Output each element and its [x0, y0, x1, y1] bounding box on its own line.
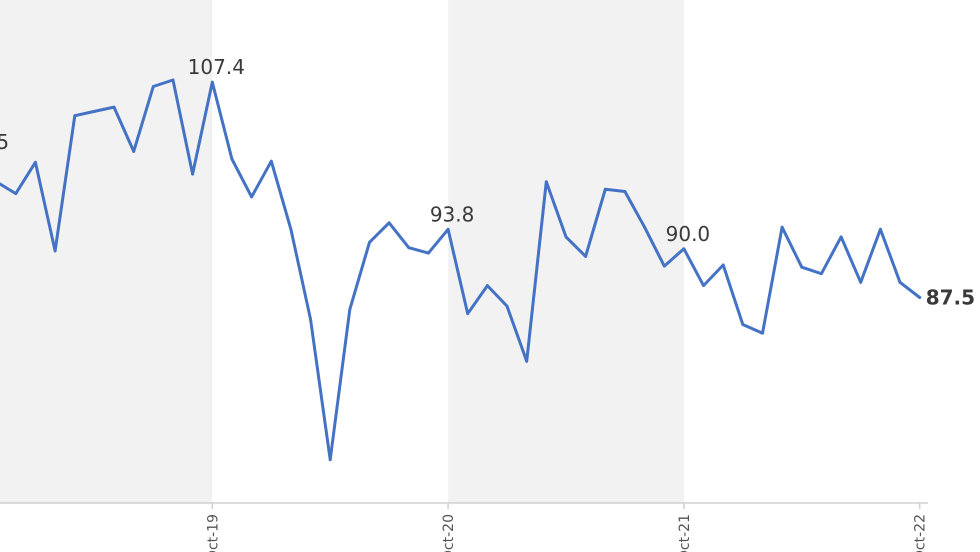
x-tick-label: Oct-20: [441, 514, 457, 552]
data-point: [466, 312, 470, 316]
data-point: [584, 254, 588, 258]
data-point: [820, 272, 823, 276]
data-point: [859, 280, 863, 284]
data-point: [662, 264, 666, 268]
data-point: [761, 331, 764, 335]
data-label: 87.5: [926, 285, 975, 309]
x-tick-label: Oct-19: [205, 514, 221, 552]
data-point: [918, 296, 922, 299]
data-label: 93.8: [430, 202, 475, 226]
data-point: [368, 240, 371, 244]
data-point: [898, 280, 902, 284]
shaded-period: [448, 0, 684, 503]
data-point: [289, 227, 293, 231]
data-point: [800, 265, 804, 269]
data-point: [839, 235, 843, 239]
x-tick-label: Oct-21: [677, 514, 693, 552]
data-point: [682, 247, 686, 251]
data-point: [269, 159, 273, 163]
data-point: [643, 225, 646, 229]
data-point: [387, 221, 391, 225]
data-point: [93, 110, 96, 113]
data-point: [34, 160, 37, 164]
data-point: [191, 172, 195, 176]
data-point: [427, 251, 430, 255]
data-label: 100.5: [0, 130, 9, 154]
data-point: [486, 284, 489, 287]
data-point: [250, 195, 254, 199]
data-point: [564, 235, 568, 239]
data-point: [603, 187, 607, 191]
data-point: [132, 150, 136, 153]
data-point: [53, 249, 57, 253]
data-point: [505, 304, 509, 308]
data-point: [151, 85, 155, 88]
data-point: [780, 225, 784, 229]
data-point: [525, 359, 529, 363]
data-point: [14, 192, 18, 196]
data-point: [171, 78, 175, 82]
data-point: [348, 307, 352, 311]
data-point: [407, 246, 411, 250]
data-label: 107.4: [188, 55, 245, 79]
data-point: [879, 227, 882, 231]
shaded-period: [0, 0, 213, 503]
data-point: [328, 458, 332, 462]
x-tick-label: Oct-22: [913, 514, 929, 552]
data-point: [446, 227, 450, 231]
data-point: [230, 157, 234, 161]
data-point: [112, 105, 116, 109]
data-point: [741, 323, 745, 326]
data-point: [623, 190, 627, 193]
data-point: [210, 80, 214, 84]
data-point: [544, 180, 548, 184]
data-point: [702, 284, 705, 287]
data-point: [73, 114, 77, 118]
data-point: [309, 317, 312, 321]
data-label: 90.0: [666, 222, 711, 246]
data-point: [721, 263, 725, 267]
